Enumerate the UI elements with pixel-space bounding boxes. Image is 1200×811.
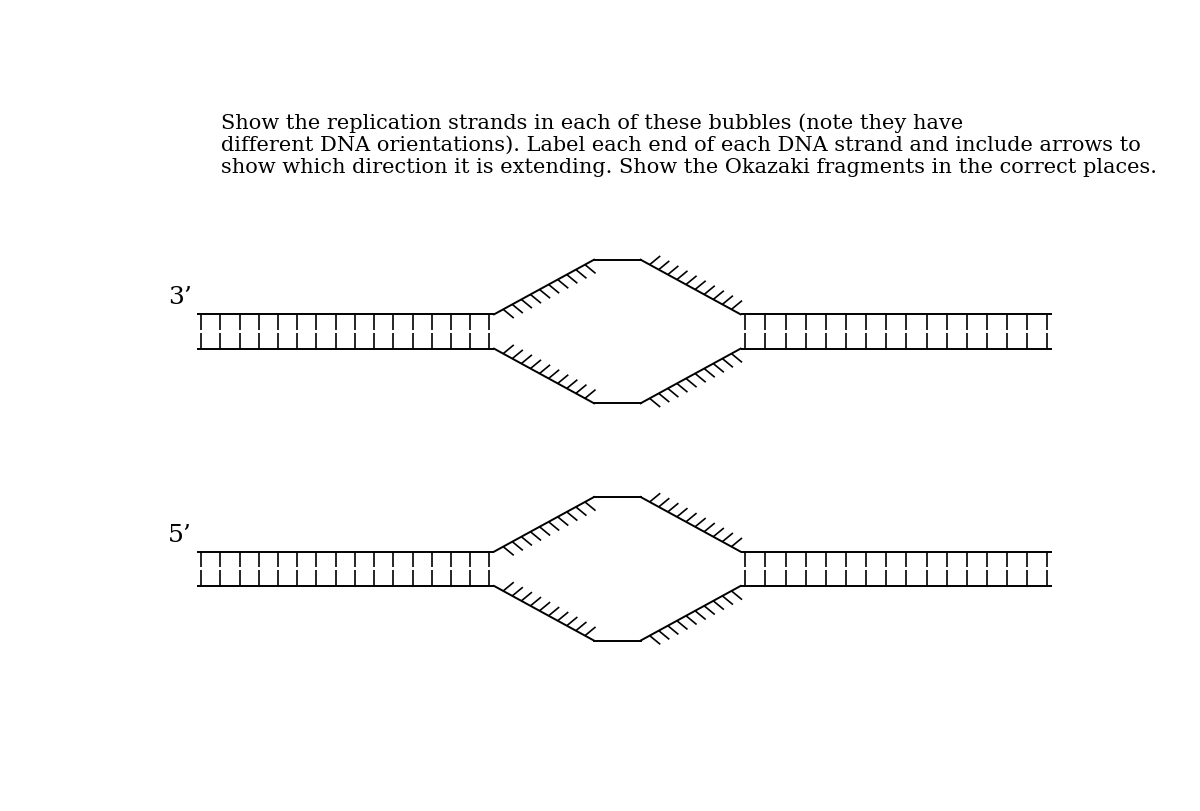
Text: Show the replication strands in each of these bubbles (note they have
different : Show the replication strands in each of … — [221, 113, 1158, 177]
Text: 3’: 3’ — [168, 286, 192, 309]
Text: 5’: 5’ — [168, 524, 192, 547]
